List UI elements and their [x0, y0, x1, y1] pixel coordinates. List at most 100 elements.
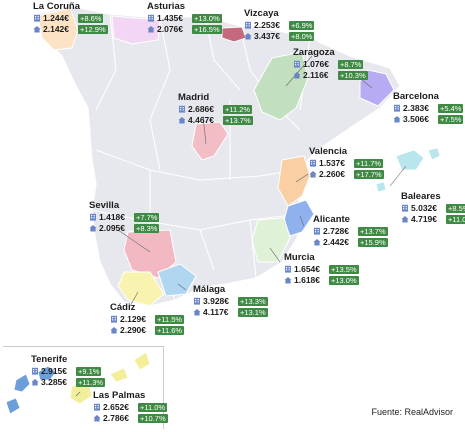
house-icon	[110, 326, 118, 334]
house-icon	[284, 276, 292, 284]
flat-price-row: 1.244€ +8.6%	[33, 13, 108, 23]
sevilla-province	[123, 229, 177, 279]
region-label-zaragoza: Zaragoza 1.076€ +8.7% 2.116€ +10.3%	[293, 47, 368, 80]
flat-price: 3.928€	[203, 296, 229, 306]
house-icon	[309, 170, 317, 178]
flat-price: 2.915€	[41, 366, 67, 376]
house-price: 2.076€	[157, 24, 183, 34]
house-price: 2.290€	[120, 325, 146, 335]
flat-change-badge: +11.7%	[354, 158, 384, 168]
flat-price-row: 1.435€ +13.0%	[147, 13, 222, 23]
house-price-row: 2.260€ +17.7%	[309, 169, 384, 179]
house-price: 3.285€	[41, 377, 67, 387]
zaragoza-province	[253, 51, 309, 121]
flat-change-badge: +13.7%	[358, 226, 388, 236]
flat-price-row: 2.728€ +13.7%	[313, 226, 388, 236]
house-price-row: 2.290€ +11.6%	[110, 325, 185, 335]
region-name: Vizcaya	[244, 8, 279, 19]
barcelona-province	[359, 69, 395, 107]
house-change-badge: +16.5%	[192, 24, 222, 34]
flat-price: 5.032€	[411, 203, 437, 213]
flat-price: 1.076€	[303, 59, 329, 69]
apartment-icon	[313, 227, 321, 235]
house-icon	[93, 414, 101, 422]
house-price-row: 2.142€ +12.9%	[33, 24, 108, 34]
house-price-row: 2.095€ +8.3%	[89, 223, 160, 233]
apartment-icon	[93, 403, 101, 411]
house-price: 4.467€	[188, 115, 214, 125]
house-price-row: 4.719€ +11.0%	[401, 214, 465, 224]
house-change-badge: +17.7%	[354, 169, 384, 179]
apartment-icon	[193, 297, 201, 305]
flat-price: 1.418€	[99, 212, 125, 222]
house-price-row: 3.437€ +8.0%	[244, 31, 315, 41]
house-price-row: 3.506€ +7.5%	[393, 114, 464, 124]
house-change-badge: +10.7%	[138, 413, 168, 423]
region-label-asturias: Asturias 1.435€ +13.0% 2.076€ +16.5%	[147, 1, 222, 34]
region-name: Zaragoza	[293, 47, 335, 58]
flat-change-badge: +6.9%	[289, 20, 315, 30]
apartment-icon	[89, 213, 97, 221]
region-name: Madrid	[178, 92, 210, 103]
region-label-madrid: Madrid 2.686€ +11.2% 4.467€ +13.7%	[178, 92, 253, 125]
house-icon	[193, 308, 201, 316]
house-price: 4.719€	[411, 214, 437, 224]
alicante-province	[283, 199, 315, 237]
flat-change-badge: +5.4%	[438, 103, 464, 113]
house-price-row: 2.116€ +10.3%	[293, 70, 368, 80]
house-change-badge: +13.7%	[223, 115, 253, 125]
house-price: 3.437€	[254, 31, 280, 41]
flat-price: 2.253€	[254, 20, 280, 30]
flat-change-badge: +13.0%	[192, 13, 222, 23]
house-change-badge: +11.0%	[446, 214, 465, 224]
flat-price-row: 2.253€ +6.9%	[244, 20, 315, 30]
flat-price: 2.383€	[403, 103, 429, 113]
flat-change-badge: +7.7%	[134, 212, 160, 222]
house-price-row: 3.285€ +11.3%	[31, 377, 106, 387]
region-label-cadiz: Cádiz 2.129€ +11.5% 2.290€ +11.6%	[110, 302, 185, 335]
region-name: Baleares	[401, 191, 441, 202]
region-label-barcelona: Barcelona 2.383€ +5.4% 3.506€ +7.5%	[393, 91, 464, 124]
house-change-badge: +13.1%	[238, 307, 268, 317]
flat-price: 2.129€	[120, 314, 146, 324]
apartment-icon	[110, 315, 118, 323]
house-price: 2.116€	[303, 70, 329, 80]
house-change-badge: +13.0%	[329, 275, 359, 285]
house-change-badge: +7.5%	[438, 114, 464, 124]
flat-change-badge: +11.0%	[138, 402, 168, 412]
la-coruna-province	[37, 7, 79, 51]
flat-price: 2.728€	[323, 226, 349, 236]
flat-price-row: 2.129€ +11.5%	[110, 314, 185, 324]
flat-price-row: 5.032€ +8.5%	[401, 203, 465, 213]
vizcaya-province	[221, 26, 247, 43]
cadiz-province	[117, 271, 165, 307]
region-label-vizcaya: Vizcaya 2.253€ +6.9% 3.437€ +8.0%	[244, 8, 315, 41]
house-price-row: 1.618€ +13.0%	[284, 275, 359, 285]
apartment-icon	[393, 104, 401, 112]
flat-change-badge: +11.2%	[223, 104, 253, 114]
house-price: 2.142€	[43, 24, 69, 34]
apartment-icon	[293, 60, 301, 68]
apartment-icon	[244, 21, 252, 29]
house-price: 2.442€	[323, 237, 349, 247]
flat-price-row: 1.654€ +13.5%	[284, 264, 359, 274]
region-label-alicante: Alicante 2.728€ +13.7% 2.442€ +15.9%	[313, 214, 388, 247]
apartment-icon	[401, 204, 409, 212]
house-icon	[313, 238, 321, 246]
region-label-valencia: Valencia 1.537€ +11.7% 2.260€ +17.7%	[309, 146, 384, 179]
house-change-badge: +10.3%	[338, 70, 368, 80]
house-change-badge: +8.3%	[134, 223, 160, 233]
spain-mainland	[37, 5, 401, 307]
apartment-icon	[31, 367, 39, 375]
house-price: 2.095€	[99, 223, 125, 233]
flat-price-row: 2.383€ +5.4%	[393, 103, 464, 113]
flat-change-badge: +8.5%	[446, 203, 465, 213]
flat-price: 1.435€	[157, 13, 183, 23]
house-price-row: 2.076€ +16.5%	[147, 24, 222, 34]
house-icon	[401, 215, 409, 223]
region-label-murcia: Murcia 1.654€ +13.5% 1.618€ +13.0%	[284, 252, 359, 285]
flat-price: 1.654€	[294, 264, 320, 274]
house-change-badge: +11.3%	[76, 377, 106, 387]
